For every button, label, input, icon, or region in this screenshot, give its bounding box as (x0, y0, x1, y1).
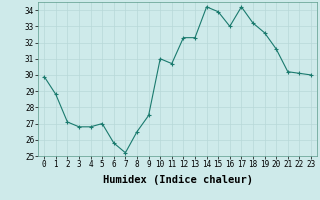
X-axis label: Humidex (Indice chaleur): Humidex (Indice chaleur) (103, 175, 252, 185)
